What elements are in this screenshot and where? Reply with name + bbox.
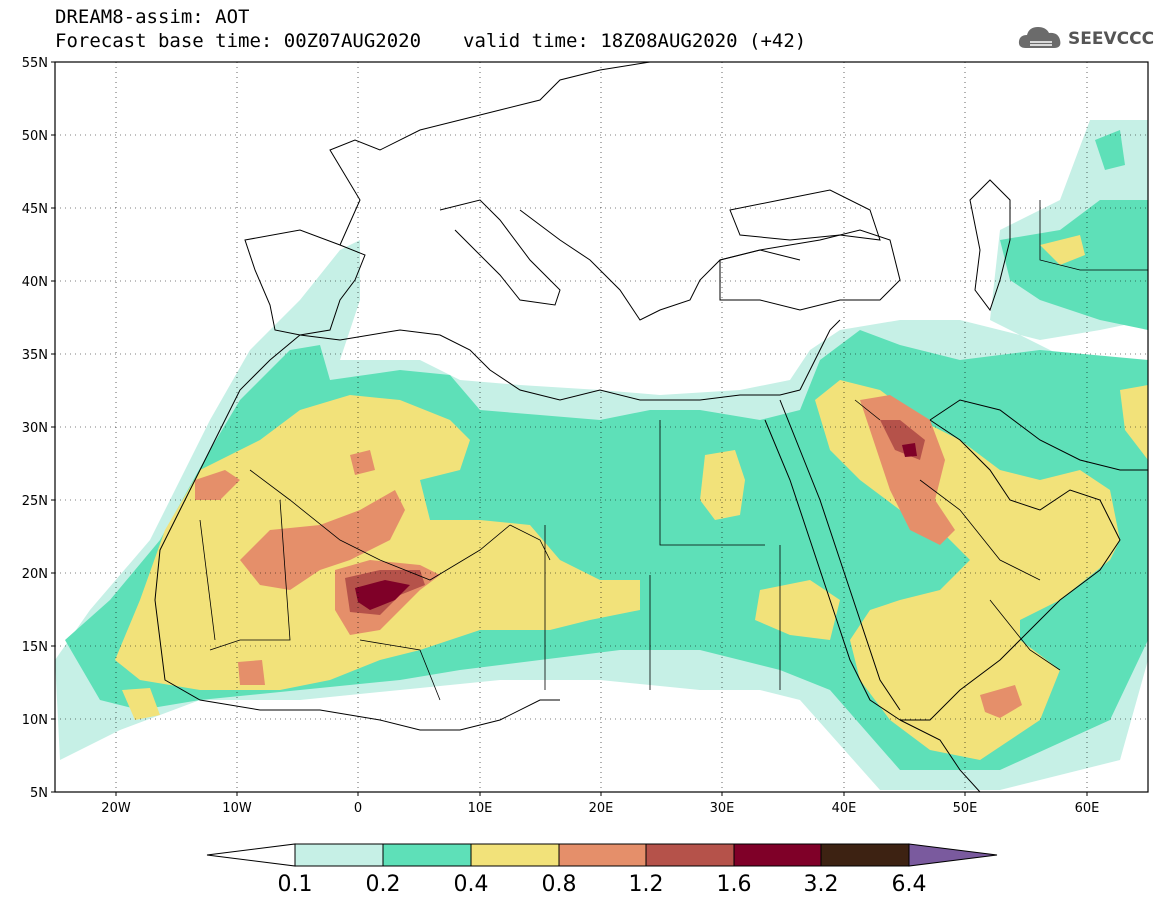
lat-labels: 55N 50N 45N 40N 35N 30N 25N 20N 15N 10N …: [22, 56, 48, 801]
colorbar-swatch: [470, 843, 560, 867]
coastlines-borders: [154, 62, 1148, 792]
colorbar-swatch: [645, 843, 735, 867]
italy-coast: [439, 199, 561, 306]
horn-coast: [899, 719, 981, 792]
iran-coast: [929, 399, 1148, 471]
aot-contour-0.8-west: [195, 470, 240, 500]
logo-text: SEEVCCC: [1068, 29, 1155, 49]
graticule: [55, 62, 1148, 792]
lat-label: 10N: [22, 713, 48, 728]
aot-field: [55, 120, 1148, 790]
aot-contour-0.8-spot: [350, 450, 375, 475]
balkans-coast: [519, 209, 801, 321]
aot-contour-0.4-westafrica: [122, 688, 160, 720]
lat-label: 25N: [22, 494, 48, 509]
aot-contour-0.2-ne: [1095, 130, 1125, 170]
aot-contour-0.8-central: [240, 490, 405, 590]
cloud-icon: [1018, 27, 1061, 48]
lat-label: 40N: [22, 275, 48, 290]
colorbar-label: 0.1: [277, 872, 313, 897]
lat-label: 20N: [22, 567, 48, 582]
lon-label: 0: [354, 801, 362, 816]
lon-labels: 20W 10W 0 10E 20E 30E 40E 50E 60E: [101, 801, 1099, 816]
turkey-coast: [719, 229, 901, 311]
lat-label: 50N: [22, 129, 48, 144]
aot-contour-0.4-caspian: [1040, 235, 1085, 265]
map-title: DREAM8-assim: AOT: [55, 6, 250, 28]
lon-label: 50E: [953, 801, 978, 816]
lat-label: 35N: [22, 348, 48, 363]
aot-contour-0.4-sahara2: [700, 450, 745, 520]
colorbar-swatch: [820, 843, 910, 867]
north-africa-coast: [299, 329, 801, 401]
lon-label: 10E: [468, 801, 493, 816]
colorbar-label: 3.2: [803, 872, 839, 897]
aot-contour-0.8-iraq: [860, 395, 955, 545]
colorbar-label: 1.2: [628, 872, 664, 897]
aot-contour-0.4-iran: [1120, 385, 1148, 460]
aot-contour-1.6-iraq: [902, 443, 917, 457]
tick-marks: [51, 61, 1088, 796]
colorbar-label: 1.6: [716, 872, 752, 897]
gulf-coast: [900, 419, 1121, 721]
colorbar-low-arrow: [206, 843, 296, 867]
aot-contour-0.2-north: [1000, 200, 1148, 330]
west-africa-coast: [154, 334, 560, 731]
iberia-coast: [244, 229, 366, 336]
colorbar-label: 0.4: [453, 872, 489, 897]
lat-label: 30N: [22, 421, 48, 436]
colorbar-high-arrow: [908, 843, 998, 867]
caspian: [969, 179, 1011, 312]
lat-label: 15N: [22, 640, 48, 655]
aot-contour-1.6: [355, 580, 410, 610]
lon-label: 40E: [832, 801, 857, 816]
black-sea: [729, 189, 881, 241]
lat-label: 55N: [22, 56, 48, 71]
colorbar-label: 0.2: [365, 872, 401, 897]
lon-label: 10W: [222, 801, 252, 816]
map-subtitle: Forecast base time: 00Z07AUG2020 valid ti…: [55, 30, 806, 52]
lat-label: 5N: [30, 786, 48, 801]
interior-borders: [199, 200, 1148, 701]
lon-label: 60E: [1075, 801, 1100, 816]
lon-label: 20W: [101, 801, 131, 816]
levant-coast: [779, 319, 901, 711]
colorbar-label: 0.8: [541, 872, 577, 897]
colorbar-swatch: [733, 843, 822, 867]
lon-label: 30E: [710, 801, 735, 816]
aot-contour-0.8-yemen: [980, 685, 1022, 718]
colorbar: [206, 843, 998, 867]
lon-label: 20E: [589, 801, 614, 816]
lat-label: 45N: [22, 202, 48, 217]
seevccc-logo: SEEVCCC: [1016, 20, 1156, 60]
colorbar-swatch: [294, 843, 384, 867]
colorbar-label: 6.4: [891, 872, 927, 897]
europe-coast: [329, 62, 651, 246]
valid-time-label: valid time: 18Z08AUG2020 (+42): [463, 30, 807, 52]
red-sea-west: [764, 419, 901, 721]
aot-contour-0.8-sahel: [238, 660, 265, 685]
aot-contour-0.4-redsea: [755, 580, 840, 640]
colorbar-swatch: [382, 843, 472, 867]
colorbar-swatch: [558, 843, 647, 867]
base-time-label: Forecast base time: 00Z07AUG2020: [55, 30, 422, 52]
